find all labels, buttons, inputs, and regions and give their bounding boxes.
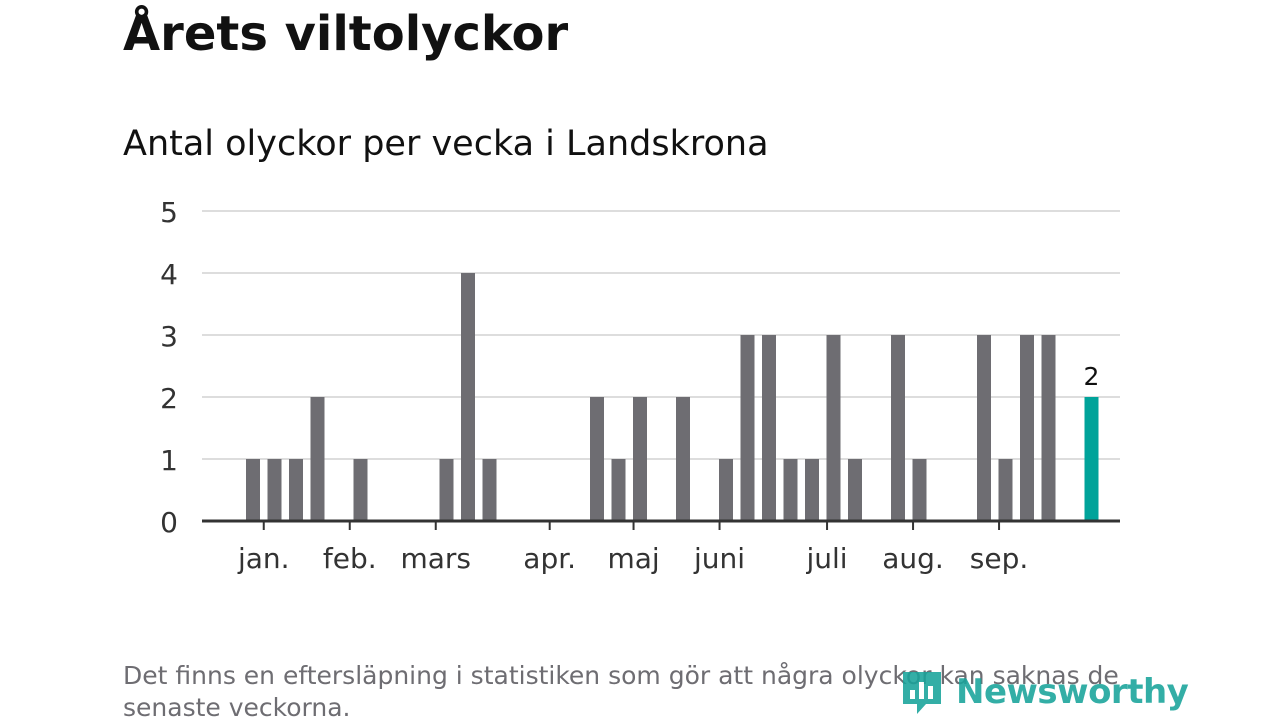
bar-week-24 [740, 335, 755, 521]
bar-week-10 [439, 459, 454, 521]
bar-week-29 [848, 459, 862, 521]
y-tick-label-4: 4 [160, 258, 178, 291]
bar-week-6 [353, 459, 368, 521]
chart-subtitle: Antal olyckor per vecka i Landskrona [123, 124, 769, 164]
bar-week-32 [912, 459, 927, 521]
bar-week-25 [762, 335, 776, 521]
x-tick-label-juli: juli [806, 542, 848, 575]
newsworthy-logo-icon [903, 672, 941, 714]
y-tick-label-2: 2 [160, 382, 178, 415]
brand-name: Newsworthy [956, 672, 1189, 712]
bar-week-36 [998, 459, 1013, 521]
bar-week-4 [310, 397, 325, 521]
brand-logo: Newsworthy [900, 668, 1189, 716]
bar-week-26 [783, 459, 798, 521]
footnote: Det finns en eftersläpning i statistiken… [123, 661, 1119, 722]
bar-week-37 [1020, 335, 1034, 521]
x-tick-label-mars: mars [400, 542, 471, 575]
highlight-value-label: 2 [1084, 362, 1100, 391]
bar-week-1 [246, 459, 260, 521]
x-tick-label-maj: maj [607, 542, 659, 575]
y-tick-label-3: 3 [160, 320, 178, 353]
bar-week-35 [977, 335, 991, 521]
bar-week-38 [1041, 335, 1056, 521]
bar-week-2 [267, 459, 282, 521]
y-axis-ticks: 0 1 2 3 4 5 [160, 196, 178, 539]
x-tick-label-jan.: jan. [237, 542, 290, 575]
x-tick-label-juni: juni [693, 542, 745, 575]
chart-title: Årets viltolyckor [123, 6, 569, 62]
x-tick-label-feb.: feb. [323, 542, 377, 575]
x-tick-label-apr.: apr. [523, 542, 576, 575]
bars: 2 [246, 273, 1099, 521]
bar-week-3 [289, 459, 303, 521]
y-tick-label-1: 1 [160, 444, 178, 477]
bar-week-12 [482, 459, 497, 521]
x-tick-label-aug.: aug. [882, 542, 944, 575]
bar-week-11 [461, 273, 475, 521]
bar-week-23 [719, 459, 733, 521]
bar-week-18 [611, 459, 626, 521]
y-tick-label-0: 0 [160, 506, 178, 539]
x-tick-label-sep.: sep. [970, 542, 1029, 575]
y-tick-label-5: 5 [160, 196, 178, 229]
bar-week-17 [590, 397, 604, 521]
bar-week-28 [826, 335, 841, 521]
bar-week-27 [805, 459, 819, 521]
bar-week-21 [676, 397, 690, 521]
bar-week-19 [633, 397, 647, 521]
bar-chart: 0 1 2 3 4 5 2 jan. feb. mars apr. maj juni juli aug.… [160, 196, 1120, 575]
bar-highlight-week-40 [1084, 397, 1099, 521]
bar-week-31 [891, 335, 905, 521]
x-axis: jan. feb. mars apr. maj juni juli aug. sep. [202, 519, 1120, 575]
